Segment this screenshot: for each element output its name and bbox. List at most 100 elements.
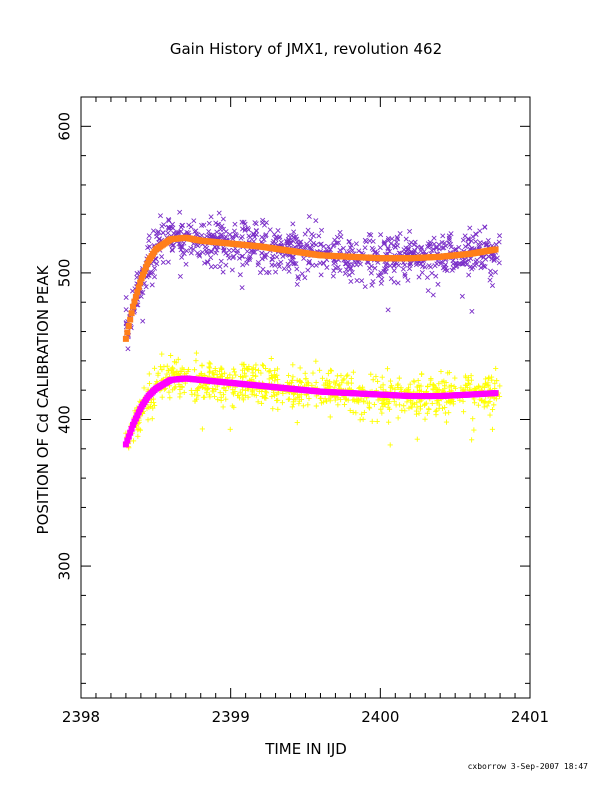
x-marker [188, 250, 194, 256]
fit-point [144, 260, 151, 267]
tick-labels: 2398 2399 2400 2401 300 400 500 600 [56, 112, 550, 726]
x-marker [378, 232, 384, 238]
plus-marker [159, 367, 165, 373]
x-marker [196, 252, 202, 258]
plus-marker [375, 378, 381, 384]
x-tick-label: 2398 [62, 708, 100, 726]
plus-marker [414, 404, 420, 410]
plus-marker [399, 407, 405, 413]
x-marker [374, 250, 380, 256]
plus-marker [386, 419, 392, 425]
plus-marker [434, 398, 440, 404]
plus-marker [313, 403, 319, 409]
plus-marker [231, 391, 237, 397]
plus-marker [241, 370, 248, 376]
plus-marker [280, 390, 286, 397]
x-marker [218, 258, 224, 264]
x-marker [306, 213, 312, 220]
x-marker [299, 271, 305, 277]
x-marker [177, 273, 183, 279]
x-marker [368, 232, 374, 238]
x-marker [276, 261, 282, 267]
x-marker [298, 244, 304, 250]
x-marker [395, 236, 401, 242]
x-marker [263, 252, 269, 258]
x-marker [419, 270, 425, 276]
plus-marker [443, 419, 450, 425]
x-marker [402, 262, 408, 268]
plus-marker [173, 360, 179, 366]
plus-marker [263, 390, 270, 396]
x-marker [394, 234, 400, 240]
plus-marker [225, 374, 231, 381]
x-marker [337, 229, 343, 235]
plus-marker [384, 366, 391, 372]
plus-marker [167, 395, 173, 401]
x-marker [191, 218, 197, 224]
x-marker [242, 226, 248, 232]
y-tick-label: 300 [56, 552, 74, 581]
plus-marker [245, 394, 251, 400]
x-marker [394, 239, 400, 245]
fit-point [131, 298, 138, 305]
plus-marker [175, 356, 181, 362]
plus-marker [445, 370, 451, 376]
plus-marker [440, 388, 446, 394]
plus-marker [366, 400, 373, 406]
plus-marker [198, 370, 204, 377]
plus-marker [327, 383, 333, 390]
y-axis-label: POSITION OF Cd CALIBRATION PEAK [34, 264, 52, 534]
plus-marker [218, 394, 224, 400]
plus-marker [484, 403, 490, 409]
x-marker [214, 229, 220, 235]
x-marker [478, 265, 484, 271]
plus-marker [405, 386, 412, 393]
x-tick-label: 2400 [361, 708, 399, 726]
plus-marker [166, 389, 172, 395]
plus-marker [243, 373, 249, 379]
x-marker [219, 231, 225, 238]
x-marker [346, 272, 352, 278]
x-marker [330, 273, 336, 279]
x-marker [369, 282, 375, 288]
x-marker [146, 233, 152, 239]
fit-point [130, 303, 137, 310]
plus-marker [361, 399, 367, 405]
plus-marker [371, 401, 377, 408]
fit-point [134, 289, 141, 296]
x-marker [208, 255, 214, 261]
y-tick-label: 500 [56, 259, 74, 288]
x-marker [479, 260, 485, 266]
x-marker [205, 259, 211, 265]
x-marker [165, 230, 171, 236]
x-marker [176, 241, 182, 247]
x-marker [431, 241, 437, 247]
x-marker [385, 245, 391, 251]
plus-marker [367, 405, 373, 411]
fit-point [135, 409, 142, 416]
plus-marker [279, 400, 285, 406]
plus-marker [181, 366, 187, 373]
plus-marker [239, 391, 245, 397]
x-marker [481, 240, 487, 246]
plus-marker [176, 381, 182, 387]
x-marker [334, 240, 340, 246]
x-marker [489, 283, 496, 289]
x-marker [301, 255, 307, 262]
x-marker [273, 240, 279, 247]
plus-marker [408, 399, 414, 405]
x-marker [178, 247, 184, 253]
plus-marker [430, 382, 437, 388]
x-marker [377, 245, 383, 251]
plus-marker [436, 402, 442, 408]
x-marker [407, 228, 413, 234]
plus-marker [305, 380, 312, 386]
x-marker [223, 262, 229, 268]
x-marker [294, 239, 300, 245]
plus-marker [452, 385, 458, 391]
x-marker [213, 250, 219, 256]
plus-marker [173, 384, 179, 390]
fit-point [127, 316, 134, 323]
x-marker [223, 228, 229, 235]
plus-marker [193, 358, 199, 364]
